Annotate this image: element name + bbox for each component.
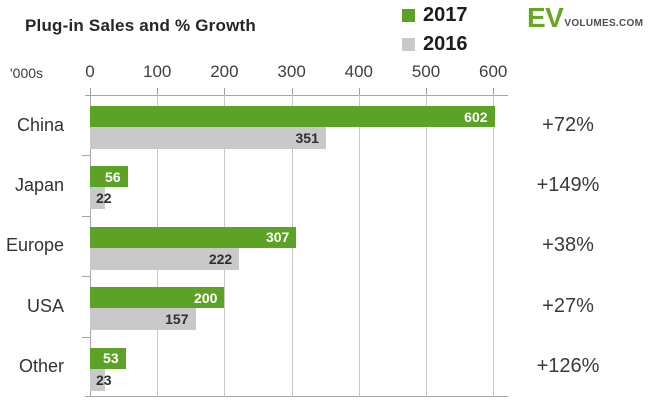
gridline [426, 95, 427, 397]
legend-item-2017: 2017 [402, 3, 468, 27]
bar-value-2016: 22 [96, 190, 112, 207]
category-label-usa: USA [0, 276, 78, 336]
category-label-text: USA [26, 295, 64, 316]
x-tick-label: 300 [277, 62, 306, 81]
category-label-text: China [16, 114, 64, 135]
growth-label-china: +72% [542, 113, 594, 136]
growth-label-japan: +149% [536, 174, 600, 197]
bar-2016-europe: 222 [90, 247, 240, 270]
bar-2016-other: 23 [90, 368, 112, 391]
chart-title: Plug-in Sales and % Growth [25, 16, 256, 35]
category-label-japan: Japan [0, 155, 78, 215]
category-label-text: Europe [5, 235, 64, 256]
bar-value-2016: 222 [208, 250, 233, 267]
growth-label-usa: +27% [542, 294, 594, 317]
bar-2017-japan: 56 [90, 166, 128, 188]
x-axis-line [85, 95, 508, 96]
growth-label-other: +126% [536, 355, 600, 378]
bar-value-2017: 602 [464, 108, 488, 125]
growth-label-europe: +38% [542, 234, 594, 257]
bar-value-2017: 200 [194, 289, 218, 306]
category-boundary-tick [82, 155, 90, 157]
plot-bottom-line [85, 396, 508, 397]
x-tick-label: 400 [344, 62, 373, 81]
category-label-text: Japan [14, 175, 64, 196]
x-tick-label: 600 [479, 62, 508, 81]
logo-suffix-text: VOLUMES.COM [564, 17, 644, 29]
bar-value-2016: 351 [295, 130, 319, 146]
legend-label: 2016 [423, 33, 468, 55]
category-boundary-tick [82, 215, 90, 217]
bar-2017-europe: 307 [90, 226, 297, 248]
x-tick-label: 0 [85, 62, 95, 81]
gridline [358, 95, 360, 397]
legend: 2017 2016 [402, 3, 468, 61]
bar-value-2017: 307 [265, 229, 290, 246]
category-boundary-tick [82, 336, 90, 338]
logo-ev-text: EV [527, 2, 564, 33]
x-tick-label: 100 [143, 62, 172, 81]
gridline [493, 95, 495, 397]
bar-2017-china: 602 [90, 106, 495, 127]
x-tick-label: 500 [411, 62, 441, 81]
bar-value-2016: 23 [96, 371, 112, 388]
x-tick-label: 200 [210, 62, 239, 81]
bar-2017-other: 53 [90, 347, 126, 369]
units-label: '000s [10, 65, 44, 81]
legend-label: 2017 [423, 4, 468, 26]
legend-swatch-2017-icon [402, 8, 415, 22]
brand-logo: EV VOLUMES.COM [527, 2, 644, 33]
bar-2016-china: 351 [90, 127, 326, 149]
legend-item-2016: 2016 [402, 32, 468, 56]
category-label-europe: Europe [0, 216, 78, 276]
bar-value-2016: 157 [165, 311, 189, 328]
bar-2016-usa: 157 [90, 308, 196, 331]
bar-2016-japan: 22 [90, 187, 112, 210]
category-label-china: China [0, 95, 78, 155]
legend-swatch-2016-icon [402, 37, 415, 51]
bar-2017-usa: 200 [90, 287, 225, 309]
category-label-text: Other [18, 356, 64, 377]
bar-value-2017: 53 [103, 350, 119, 367]
bar-value-2017: 56 [105, 168, 121, 185]
category-boundary-tick [82, 276, 90, 278]
category-label-other: Other [0, 337, 78, 397]
